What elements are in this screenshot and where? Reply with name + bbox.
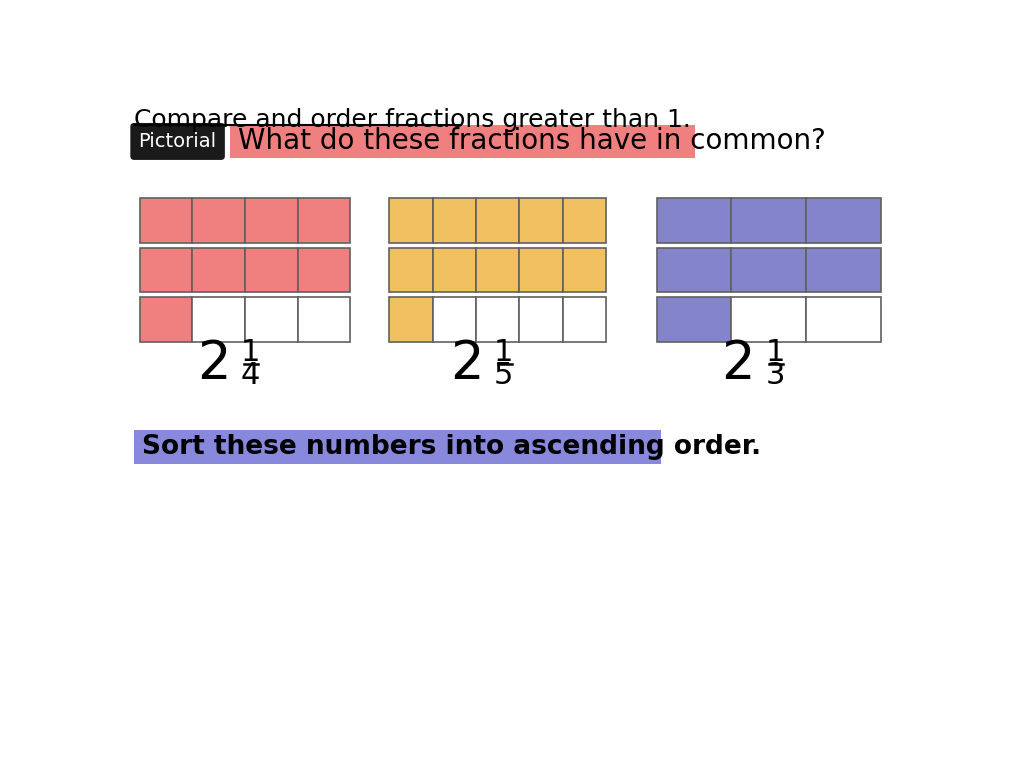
Bar <box>245 297 298 342</box>
Bar <box>245 248 298 293</box>
Bar <box>389 198 432 243</box>
Text: 4: 4 <box>241 361 260 390</box>
Bar <box>806 198 882 243</box>
Bar <box>476 297 519 342</box>
Bar <box>476 198 519 243</box>
Text: 1: 1 <box>241 338 260 367</box>
Bar <box>519 248 563 293</box>
Bar <box>193 198 245 243</box>
Bar <box>656 297 731 342</box>
Bar <box>476 248 519 293</box>
Text: 1: 1 <box>765 338 784 367</box>
Bar <box>193 248 245 293</box>
Bar <box>806 248 882 293</box>
Bar <box>389 297 432 342</box>
Bar <box>298 198 350 243</box>
Text: 2: 2 <box>197 338 230 390</box>
Text: 3: 3 <box>765 361 784 390</box>
Bar <box>298 248 350 293</box>
Bar <box>731 248 806 293</box>
Bar <box>563 248 606 293</box>
FancyBboxPatch shape <box>130 123 225 160</box>
Bar <box>656 198 731 243</box>
Text: Compare and order fractions greater than 1.: Compare and order fractions greater than… <box>134 108 691 131</box>
Text: Sort these numbers into ascending order.: Sort these numbers into ascending order. <box>142 434 761 460</box>
Bar <box>389 248 432 293</box>
Bar <box>134 430 662 464</box>
Text: What do these fractions have in common?: What do these fractions have in common? <box>238 127 826 155</box>
Text: 2: 2 <box>451 338 483 390</box>
Text: 1: 1 <box>495 338 514 367</box>
Bar <box>245 198 298 243</box>
Bar <box>139 198 193 243</box>
Bar <box>519 198 563 243</box>
Bar <box>298 297 350 342</box>
Bar <box>139 297 193 342</box>
Bar <box>432 297 476 342</box>
Bar <box>731 198 806 243</box>
Bar <box>806 297 882 342</box>
Text: 5: 5 <box>495 361 514 390</box>
Bar <box>519 297 563 342</box>
Text: 2: 2 <box>722 338 755 390</box>
Text: Pictorial: Pictorial <box>138 132 217 151</box>
Bar <box>432 248 476 293</box>
Bar <box>139 248 193 293</box>
Bar <box>656 248 731 293</box>
Bar <box>230 125 695 157</box>
Bar <box>563 198 606 243</box>
Bar <box>432 198 476 243</box>
Bar <box>563 297 606 342</box>
Bar <box>193 297 245 342</box>
Bar <box>731 297 806 342</box>
